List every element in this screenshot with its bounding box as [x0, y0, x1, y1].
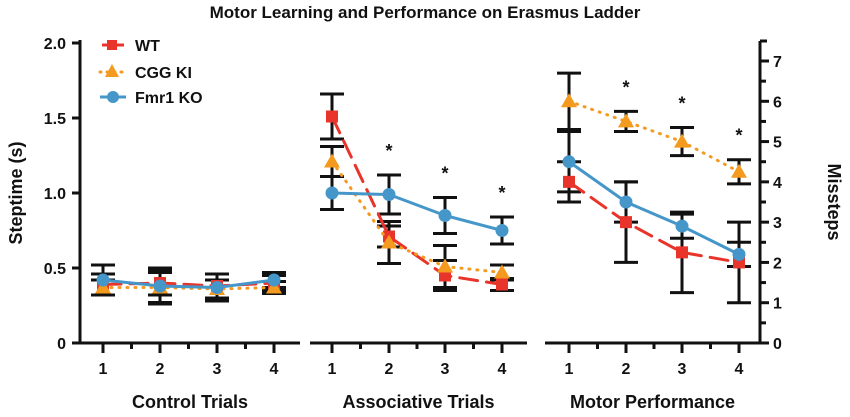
series-line-fmr1-ko: [567, 160, 741, 256]
panel-label: Control Trials: [132, 392, 248, 412]
data-point-fmr1-ko: [495, 224, 509, 237]
legend-wt-marker: [107, 40, 117, 50]
data-point-fmr1-ko: [675, 219, 689, 233]
left-axis-tick-label: 2.0: [44, 36, 66, 53]
data-point-fmr1-ko: [562, 155, 576, 169]
x-axis-tick-label: 1: [328, 361, 337, 378]
chart-title: Motor Learning and Performance on Erasmu…: [210, 3, 641, 22]
x-axis-tick-label: 2: [156, 361, 165, 378]
legend-fmr1-ko: Fmr1 KO: [100, 90, 203, 107]
left-axis-tick-label: 0: [57, 336, 66, 353]
data-point-wt: [563, 175, 575, 188]
x-axis-tick-label: 3: [678, 361, 687, 378]
series-line-fmr1-ko: [101, 278, 276, 290]
right-axis-tick-label: 7: [773, 54, 782, 71]
right-axis-tick-label: 3: [773, 215, 782, 232]
x-axis-tick-label: 1: [565, 361, 574, 378]
data-point-cgg-ki: [324, 153, 340, 168]
left-axis-tick-label: 0.5: [44, 261, 66, 278]
significance-asterisk: *: [678, 93, 685, 113]
x-axis-tick-label: 2: [622, 361, 631, 378]
data-point-fmr1-ko: [96, 273, 110, 287]
series-line-cgg-ki: [330, 160, 504, 274]
data-point-fmr1-ko: [325, 186, 339, 200]
right-axis-tick-label: 0: [773, 336, 782, 353]
data-point-fmr1-ko: [732, 247, 746, 261]
data-point-cgg-ki: [674, 133, 690, 148]
series-line-wt: [567, 180, 741, 264]
legend-wt-label: WT: [135, 38, 160, 55]
x-axis-tick-label: 3: [441, 361, 450, 378]
left-axis-label: Steptime (s): [6, 141, 26, 244]
right-axis-tick-label: 2: [773, 255, 782, 272]
panel-label: Associative Trials: [342, 392, 494, 412]
left-axis-tick-label: 1.0: [44, 186, 66, 203]
data-point-wt: [326, 110, 338, 123]
x-axis-tick-label: 1: [99, 361, 108, 378]
right-axis-label: Missteps: [824, 163, 844, 240]
data-point-fmr1-ko: [267, 273, 281, 287]
significance-asterisk: *: [385, 141, 392, 161]
data-point-wt: [496, 278, 508, 291]
legend-cgg-ki-marker: [105, 64, 119, 77]
series-line-cgg-ki: [567, 99, 741, 174]
legend-fmr1-ko-marker: [107, 91, 119, 103]
significance-asterisk: *: [441, 164, 448, 184]
x-axis-tick-label: 4: [735, 361, 744, 378]
legend-cgg-ki-label: CGG KI: [135, 65, 192, 82]
x-axis-tick-label: 4: [270, 361, 279, 378]
data-point-cgg-ki: [618, 113, 634, 128]
data-point-cgg-ki: [561, 93, 577, 108]
data-point-fmr1-ko: [210, 281, 224, 294]
data-point-wt: [676, 246, 688, 259]
legend-wt: WT: [102, 38, 160, 55]
data-point-wt: [620, 216, 632, 229]
left-axis-tick-label: 1.5: [44, 111, 66, 128]
series-line-cgg-ki: [101, 286, 276, 291]
panel-label: Motor Performance: [570, 392, 735, 412]
right-axis-tick-label: 6: [773, 94, 782, 111]
data-point-cgg-ki: [437, 258, 453, 273]
significance-asterisk: *: [735, 126, 742, 146]
series-line-fmr1-ko: [330, 191, 504, 232]
data-point-fmr1-ko: [619, 195, 633, 209]
significance-asterisk: *: [622, 77, 629, 97]
series-line-wt: [330, 115, 504, 286]
data-point-fmr1-ko: [153, 279, 167, 293]
right-axis-tick-label: 4: [773, 175, 782, 192]
legend: WT CGG KI Fmr1 KO: [98, 38, 203, 107]
right-axis-tick-label: 5: [773, 135, 782, 152]
data-point-cgg-ki: [381, 234, 397, 249]
legend-cgg-ki: CGG KI: [98, 64, 192, 82]
data-point-fmr1-ko: [438, 209, 452, 222]
x-axis-tick-label: 2: [385, 361, 394, 378]
legend-fmr1-ko-label: Fmr1 KO: [135, 90, 203, 107]
right-axis-tick-label: 1: [773, 296, 782, 313]
significance-asterisk: *: [498, 183, 505, 203]
x-axis-tick-label: 4: [498, 361, 507, 378]
data-point-cgg-ki: [494, 264, 510, 279]
data-point-cgg-ki: [731, 163, 747, 178]
x-axis-tick-label: 3: [213, 361, 222, 378]
data-point-fmr1-ko: [382, 188, 396, 201]
